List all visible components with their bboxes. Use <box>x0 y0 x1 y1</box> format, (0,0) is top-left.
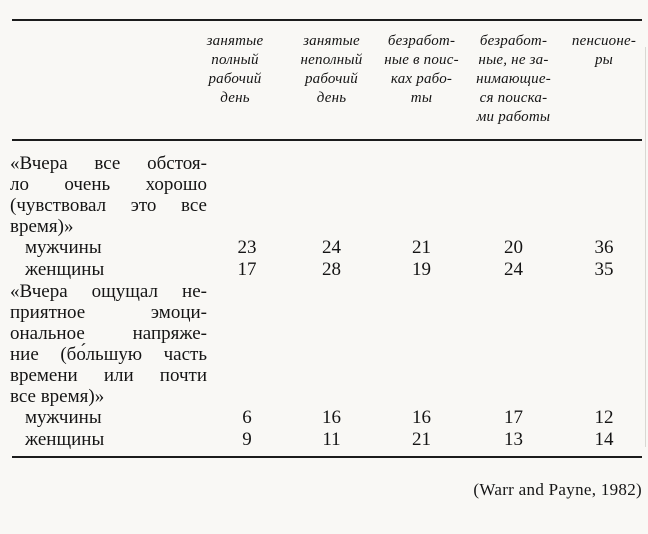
row-label-men: мужчины <box>25 237 102 258</box>
quote-line: ональное напряже- <box>10 323 207 344</box>
quote-line: «Вчера все обстоя- <box>10 153 207 174</box>
value-cell: 6 <box>242 407 252 428</box>
value-cell: 17 <box>237 259 257 280</box>
quote-line: все время)» <box>10 386 105 407</box>
quote-line: ние (бо́льшую часть <box>10 344 207 365</box>
top-rule <box>12 19 642 21</box>
quote-line: ло очень хорошо <box>10 174 207 195</box>
source-citation: (Warr and Payne, 1982) <box>473 480 642 499</box>
bottom-rule <box>12 456 642 458</box>
quote-line: (чувствовал это все <box>10 195 207 216</box>
quote-line: приятное эмоци- <box>10 302 207 323</box>
table-row: женщины 17 28 19 24 35 <box>0 259 648 281</box>
quote-line: время)» <box>10 216 74 237</box>
column-header-pensioners: пенсионе- ры <box>571 33 637 68</box>
table-row: мужчины 23 24 21 20 36 <box>0 237 648 259</box>
value-cell: 24 <box>504 259 523 280</box>
column-header-employed-fulltime: занятые полный рабочий день <box>206 33 264 106</box>
quote-line: «Вчера ощущал не- <box>10 281 207 302</box>
table-body: «Вчера все обстоя- ло очень хорошо (чувс… <box>0 153 648 451</box>
value-cell: 35 <box>594 259 614 280</box>
value-cell: 16 <box>412 407 431 428</box>
value-cell: 19 <box>412 259 431 280</box>
table-header-row: занятые полный рабочий день занятые непо… <box>0 32 648 127</box>
value-cell: 28 <box>322 259 341 280</box>
value-cell: 24 <box>322 237 341 258</box>
quote-line: времени или почти <box>10 365 207 386</box>
row-label-men: мужчины <box>25 407 102 428</box>
question-block-1-quote: «Вчера все обстоя- ло очень хорошо (чувс… <box>0 153 207 237</box>
value-cell: 21 <box>412 237 431 258</box>
value-cell: 36 <box>594 237 614 258</box>
table-row: женщины 9 11 21 13 14 <box>0 429 648 451</box>
value-cell: 17 <box>504 407 523 428</box>
question-block-2-quote: «Вчера ощущал не- приятное эмоци- ональн… <box>0 281 207 407</box>
value-cell: 13 <box>504 429 523 450</box>
value-cell: 21 <box>412 429 431 450</box>
row-label-women: женщины <box>25 259 105 280</box>
value-cell: 23 <box>237 237 257 258</box>
column-header-unemployed-not-seeking: безработ- ные, не за- нимающие- ся поиск… <box>476 33 551 125</box>
value-cell: 9 <box>242 429 252 450</box>
table-row: мужчины 6 16 16 17 12 <box>0 407 648 429</box>
value-cell: 11 <box>322 429 341 450</box>
value-cell: 16 <box>322 407 341 428</box>
value-cell: 12 <box>594 407 614 428</box>
value-cell: 14 <box>594 429 614 450</box>
value-cell: 20 <box>504 237 523 258</box>
scan-artifact-line <box>645 47 646 447</box>
column-header-employed-parttime: занятые неполный рабочий день <box>300 33 363 106</box>
header-divider-rule <box>12 139 642 141</box>
scanned-table-page: занятые полный рабочий день занятые непо… <box>0 19 648 534</box>
row-label-women: женщины <box>25 429 105 450</box>
header-stub-cell <box>0 32 207 127</box>
column-header-unemployed-seeking: безработ- ные в поис- ках рабо- ты <box>384 33 459 106</box>
